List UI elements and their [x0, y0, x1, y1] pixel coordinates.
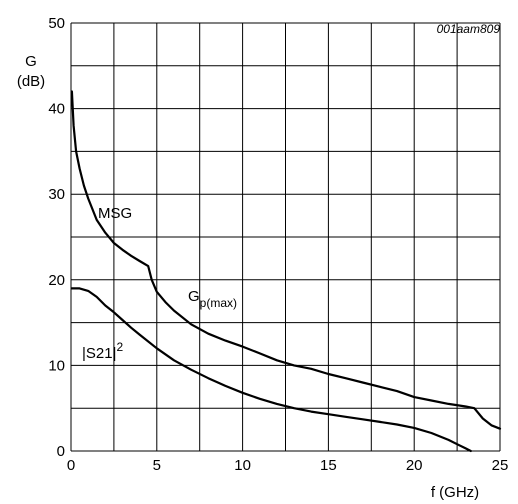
x-tick-label: 25	[492, 457, 509, 474]
x-tick-label: 15	[320, 457, 337, 474]
x-tick-label: 5	[153, 457, 161, 474]
x-tick-label: 10	[234, 457, 251, 474]
msg-label: MSG	[98, 205, 132, 222]
y-tick-label: 10	[48, 357, 65, 374]
y-tick-label: 0	[57, 443, 65, 460]
msg-gpmax-curve	[70, 90, 502, 430]
y-axis-title: G	[25, 53, 37, 70]
y-tick-label: 30	[48, 186, 65, 203]
s21-label-base: |S21|	[82, 345, 116, 362]
x-tick-label: 20	[406, 457, 423, 474]
figure-id: 001aam809	[437, 22, 501, 36]
y-tick-label: 50	[48, 15, 65, 32]
y-tick-label: 40	[48, 101, 65, 118]
gpmax-label-sub: p(max)	[200, 296, 237, 310]
gpmax-label: Gp(max)	[188, 288, 237, 310]
s21-label-sup: 2	[116, 340, 123, 354]
x-axis-title: f (GHz)	[431, 484, 479, 501]
s21-label: |S21|2	[82, 340, 123, 362]
s21-curve	[70, 287, 472, 453]
plot-grid	[70, 22, 501, 452]
curves	[70, 90, 502, 453]
x-tick-label: 0	[67, 457, 75, 474]
tick-labels: 0 5 10 15 20 25 0 10 20 30 40 50	[48, 15, 508, 474]
y-axis-unit: (dB)	[17, 73, 45, 90]
gpmax-label-base: G	[188, 288, 200, 305]
y-tick-label: 20	[48, 272, 65, 289]
